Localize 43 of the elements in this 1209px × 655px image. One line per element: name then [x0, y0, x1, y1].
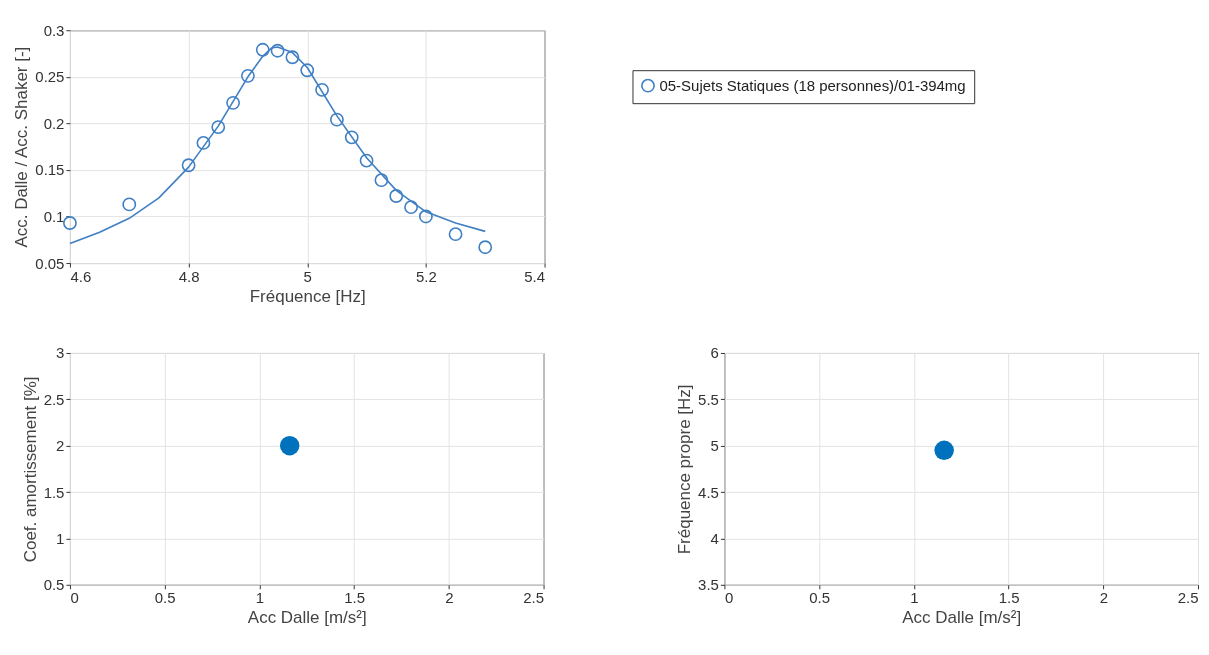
y-axis-title: Fréquence propre [Hz]: [675, 384, 695, 555]
y-tick-label: 0.05: [35, 254, 65, 272]
line-series: [69, 46, 487, 245]
x-axis-title: Fréquence [Hz]: [249, 286, 366, 306]
x-axis-title: Acc Dalle [m/s²]: [902, 608, 1022, 628]
x-tick-label: 4.8: [178, 267, 200, 285]
x-tick-label: 0: [724, 589, 734, 607]
x-tick-label: 0: [70, 589, 79, 607]
y-tick-label: 4: [710, 529, 719, 547]
x-tick-label: 4.6: [70, 267, 92, 285]
x-tick-label: 2.5: [1177, 589, 1199, 607]
y-tick-label: 0.3: [43, 21, 65, 39]
x-tick-label: 2: [445, 589, 454, 607]
x-tick-label: 2: [1099, 589, 1108, 607]
y-tick-label: 0.25: [35, 68, 65, 86]
y-tick-label: 3: [56, 344, 65, 362]
y-tick-label: 2.5: [43, 390, 65, 408]
y-tick-label: 4.5: [698, 483, 719, 501]
x-tick-label: 1.5: [344, 589, 366, 607]
x-tick-label: 5.2: [415, 267, 437, 285]
y-tick-label: 5.5: [698, 390, 719, 408]
y-tick-label: 0.1: [43, 207, 65, 225]
x-tick-label: 0.5: [154, 589, 176, 607]
y-tick-label: 0.2: [43, 114, 65, 132]
x-tick-label: 1: [255, 589, 265, 607]
y-tick-label: 6: [710, 344, 719, 362]
x-tick-label: 2.5: [523, 589, 545, 607]
y-tick-label: 0.5: [43, 576, 65, 594]
x-tick-label: 5.4: [524, 267, 546, 285]
y-tick-label: 2: [56, 437, 65, 455]
y-axis-title: Acc. Dalle / Acc. Shaker [-]: [12, 46, 32, 248]
y-tick-label: 1: [56, 529, 65, 547]
x-tick-label: 5: [303, 267, 312, 285]
y-tick-label: 3.5: [698, 576, 719, 594]
x-tick-label: 1: [910, 589, 919, 607]
y-tick-label: 5: [710, 437, 719, 455]
x-axis-title: Acc Dalle [m/s²]: [247, 608, 367, 628]
y-tick-label: 1.5: [43, 483, 65, 501]
y-axis-title: Coef. amortissement [%]: [20, 376, 40, 563]
x-tick-label: 0.5: [809, 589, 831, 607]
x-tick-label: 1.5: [998, 589, 1020, 607]
legend-label: 05-Sujets Statiques (18 personnes)/01-394mg: [659, 76, 966, 94]
y-tick-label: 0.15: [35, 161, 65, 179]
